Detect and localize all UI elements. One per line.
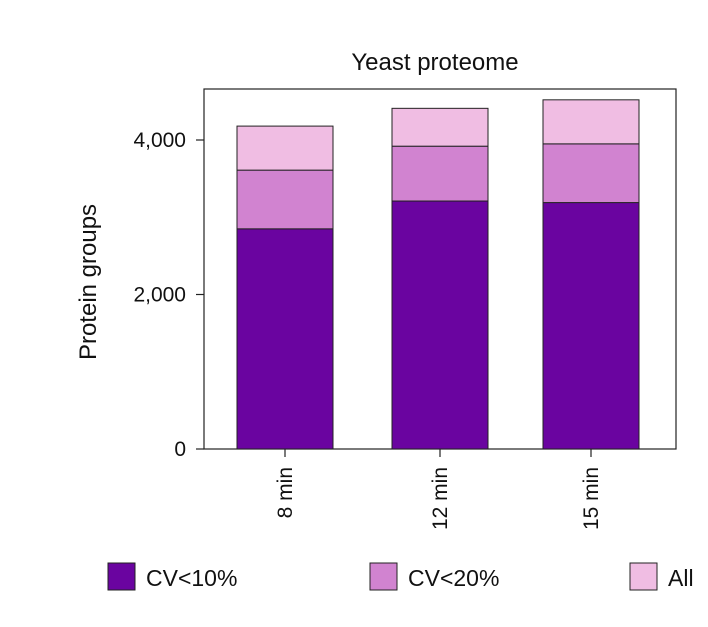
y-tick-label: 4,000	[133, 129, 186, 152]
legend-swatch	[107, 562, 136, 591]
bar-segment-all-1	[236, 125, 334, 171]
bar-segment-cv-20--3	[542, 143, 640, 204]
x-tick-label: 8 min	[274, 467, 297, 518]
legend-item: All	[629, 562, 694, 591]
legend: CV<10% CV<20% All	[107, 562, 694, 591]
bar-segment-cv-10--2	[391, 200, 489, 450]
legend-swatch	[369, 562, 398, 591]
legend-label: CV<20%	[408, 565, 499, 591]
legend-item: CV<20%	[369, 562, 499, 591]
x-tick-label: 15 min	[580, 467, 603, 530]
bar-segment-all-3	[542, 99, 640, 145]
legend-swatch	[629, 562, 658, 591]
bars	[236, 99, 640, 450]
bar-segment-cv-10--1	[236, 228, 334, 450]
bar-segment-cv-20--1	[236, 169, 334, 230]
y-tick-label: 2,000	[133, 284, 186, 307]
legend-label: All	[668, 565, 694, 591]
legend-label: CV<10%	[146, 565, 237, 591]
legend-item: CV<10%	[107, 562, 237, 591]
x-tick-label: 12 min	[429, 467, 452, 530]
y-axis: 0 2,000 4,000	[133, 129, 204, 461]
chart-title: Yeast proteome	[351, 49, 518, 76]
bar-segment-cv-10--3	[542, 202, 640, 450]
y-axis-label: Protein groups	[75, 204, 102, 360]
y-tick-label: 0	[174, 438, 186, 461]
bar-segment-all-2	[391, 107, 489, 147]
x-axis: 8 min 12 min 15 min	[274, 449, 603, 530]
bar-segment-cv-20--2	[391, 145, 489, 202]
